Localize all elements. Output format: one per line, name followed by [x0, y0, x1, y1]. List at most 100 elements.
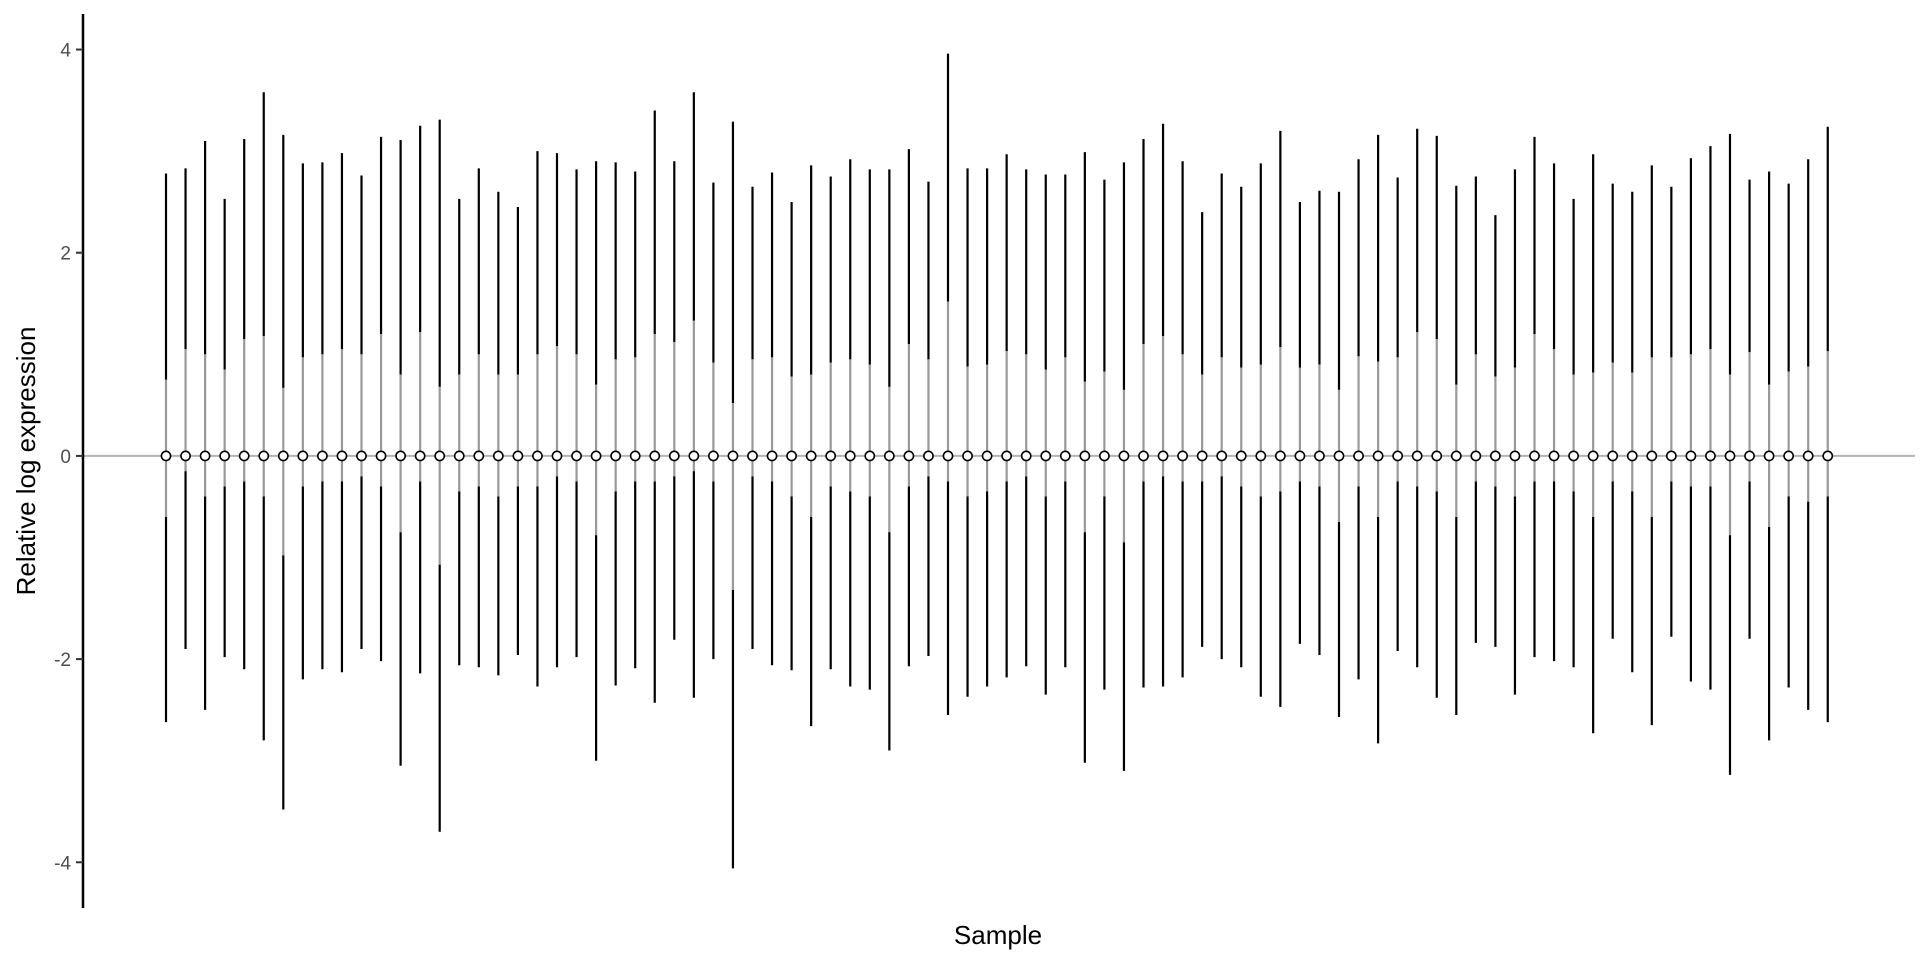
sample-box [258, 92, 270, 741]
median-marker [1509, 450, 1521, 462]
sample-box [1587, 154, 1599, 734]
sample-box [942, 53, 954, 715]
median-marker [590, 450, 602, 462]
sample-box [1294, 201, 1306, 644]
sample-box [883, 169, 895, 751]
median-marker [395, 450, 406, 462]
sample-box [1372, 134, 1384, 744]
sample-box [844, 159, 856, 687]
median-marker [708, 450, 719, 462]
median-marker [923, 450, 934, 462]
sample-box [395, 139, 406, 766]
sample-box [199, 140, 211, 710]
median-marker [942, 450, 954, 462]
median-marker [258, 450, 270, 462]
sample-box [903, 149, 915, 667]
sample-box [1450, 185, 1462, 715]
y-axis-ticks: -4 -2 0 2 4 [54, 41, 83, 874]
median-marker [1822, 450, 1834, 462]
sample-box [727, 121, 739, 869]
sample-box [473, 168, 485, 668]
median-marker [238, 450, 250, 462]
sample-box [1646, 165, 1658, 726]
sample-box [1333, 191, 1345, 718]
median-marker [1470, 450, 1482, 462]
sample-box [277, 134, 289, 810]
median-marker [1744, 450, 1755, 462]
median-marker [864, 450, 876, 462]
sample-box [981, 168, 993, 687]
median-marker [473, 450, 485, 462]
sample-box [962, 168, 973, 697]
median-marker [1294, 450, 1306, 462]
sample-box [1314, 190, 1325, 656]
sample-box [1411, 128, 1423, 668]
median-marker [297, 450, 309, 462]
sample-box [1763, 171, 1775, 741]
sample-box [1118, 162, 1130, 771]
median-marker [610, 450, 622, 462]
median-marker [1705, 450, 1716, 462]
median-marker [786, 450, 797, 462]
median-marker [1587, 450, 1599, 462]
median-marker [532, 450, 543, 462]
median-marker [1548, 450, 1560, 462]
sample-box [160, 173, 172, 723]
median-marker [1040, 450, 1052, 462]
median-marker [962, 450, 973, 462]
median-marker [492, 450, 504, 462]
sample-box [1665, 186, 1677, 637]
sample-box [1685, 158, 1697, 682]
median-marker [1529, 450, 1540, 462]
sample-box [1529, 136, 1540, 658]
median-marker [219, 450, 231, 462]
median-marker [1079, 450, 1091, 462]
sample-box [1802, 159, 1814, 710]
sample-box [1001, 154, 1013, 678]
sample-box [1235, 186, 1247, 668]
median-marker [1118, 450, 1130, 462]
sample-box [219, 198, 231, 658]
y-tick-label: -4 [54, 853, 71, 874]
median-marker [336, 450, 348, 462]
median-marker [1059, 450, 1071, 462]
median-marker [805, 450, 817, 462]
sample-box [864, 169, 876, 690]
sample-box [825, 176, 837, 670]
median-marker [512, 450, 524, 462]
sample-box [1607, 183, 1619, 639]
sample-box [1705, 146, 1716, 690]
median-marker [883, 450, 895, 462]
sample-box [668, 161, 680, 640]
median-marker [668, 450, 680, 462]
median-marker [1607, 450, 1619, 462]
median-marker [1353, 450, 1364, 462]
y-tick-label: 0 [60, 447, 71, 468]
median-marker [727, 450, 739, 462]
median-marker [1431, 450, 1443, 462]
median-marker [1490, 450, 1501, 462]
median-marker [199, 450, 211, 462]
sample-box [1548, 163, 1560, 662]
median-marker [1138, 450, 1149, 462]
sample-box [1724, 133, 1736, 775]
sample-box [1040, 174, 1052, 695]
sample-box [336, 153, 348, 673]
sample-box [1196, 212, 1208, 647]
median-marker [414, 450, 426, 462]
sample-box [1822, 126, 1834, 723]
sample-box [747, 186, 758, 649]
sample-box [766, 172, 778, 666]
y-axis-title: Relative log expression [11, 327, 41, 596]
median-marker [551, 450, 563, 462]
median-marker [825, 450, 837, 462]
sample-box [1274, 130, 1286, 707]
sample-box [551, 153, 563, 668]
y-tick-label: 4 [60, 41, 71, 62]
sample-box [1626, 191, 1638, 673]
median-marker [1646, 450, 1658, 462]
median-marker [844, 450, 856, 462]
sample-box [316, 162, 328, 670]
median-marker [649, 450, 661, 462]
sample-box [1744, 179, 1755, 639]
